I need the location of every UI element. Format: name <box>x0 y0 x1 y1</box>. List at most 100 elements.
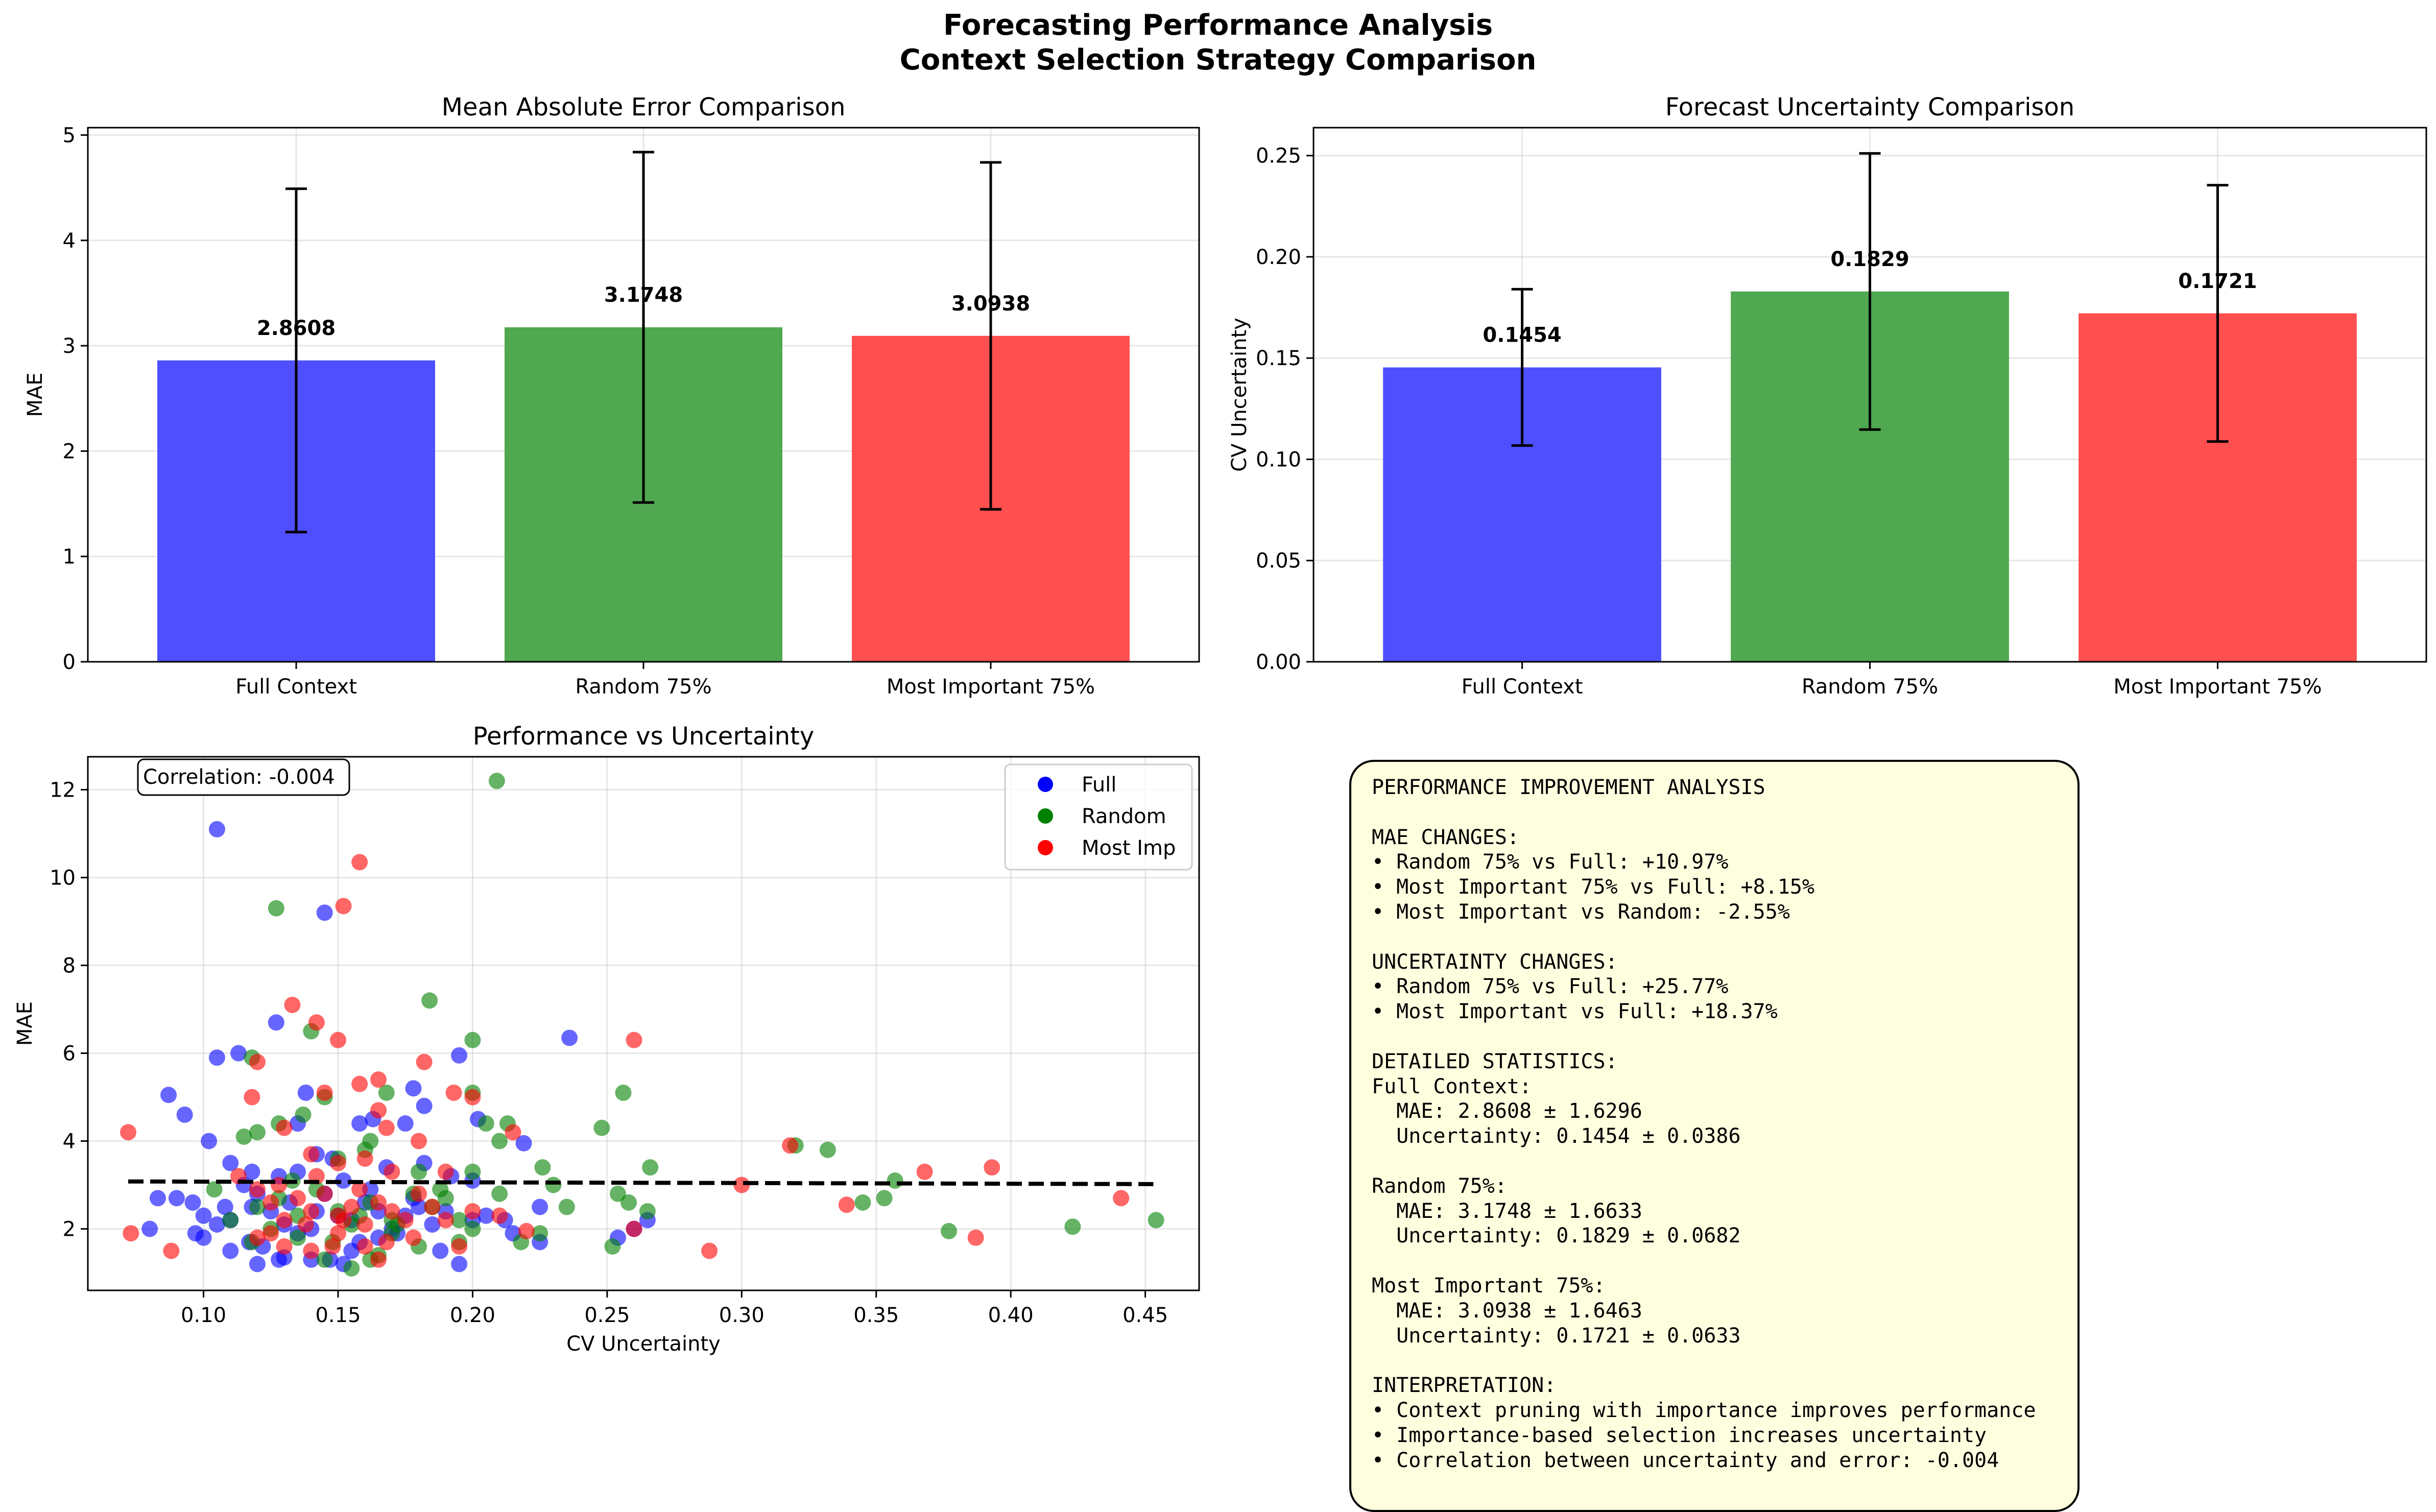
scatter-point <box>437 1212 454 1229</box>
scatter-point <box>295 1106 312 1123</box>
scatter-point <box>626 1220 642 1237</box>
x-tick-label: 0.15 <box>315 1304 361 1327</box>
bar-value-label-1: 3.1748 <box>604 283 683 307</box>
scatter-point <box>249 1053 266 1070</box>
scatter-point <box>515 1135 532 1151</box>
scatter-point <box>343 1198 360 1215</box>
scatter-point <box>464 1089 481 1106</box>
scatter-point <box>276 1212 293 1229</box>
y-tick-label: 0.10 <box>1256 448 1301 471</box>
scatter-point <box>276 1119 293 1136</box>
scatter-point <box>356 1216 373 1233</box>
scatter-point <box>335 898 352 915</box>
y-tick-label: 0.25 <box>1256 145 1301 168</box>
scatter-point <box>405 1229 422 1246</box>
bar-value-label-2: 3.0938 <box>951 292 1030 316</box>
scatter-point <box>176 1106 193 1123</box>
scatter-point <box>222 1212 239 1229</box>
scatter-point <box>416 1097 433 1114</box>
scatter-point <box>384 1163 400 1180</box>
scatter-point <box>351 854 368 871</box>
scatter-point <box>626 1031 642 1048</box>
y-axis-label: MAE <box>23 372 47 417</box>
scatter-point <box>168 1190 185 1207</box>
chart-title: Forecast Uncertainty Comparison <box>1665 93 2074 122</box>
bar-value-label-0: 2.8608 <box>257 317 336 340</box>
scatter-point <box>378 1119 395 1136</box>
legend-label: Full <box>1082 773 1116 797</box>
x-tick-label: 0.25 <box>584 1304 630 1327</box>
legend-label: Most Imp <box>1082 836 1176 860</box>
axes-frame <box>87 756 1200 1291</box>
scatter-point <box>642 1159 659 1176</box>
performance-analysis-text: PERFORMANCE IMPROVEMENT ANALYSIS MAE CHA… <box>1372 776 2036 1472</box>
scatter-point <box>303 1146 320 1163</box>
x-tick-label: Random 75% <box>1802 675 1938 699</box>
scatter-point <box>120 1124 137 1141</box>
y-tick-label: 4 <box>63 1130 76 1154</box>
scatter-point <box>324 1238 341 1255</box>
x-tick-label: 0.35 <box>853 1304 899 1327</box>
uncertainty-bar-chart: 0.1454 0.1829 0.1721 0.00 0.05 0.10 0.15 0.20 0.… <box>1228 93 2427 699</box>
scatter-point <box>208 1049 225 1066</box>
scatter-point <box>532 1225 548 1242</box>
x-tick-label: Most Important 75% <box>887 675 1095 699</box>
scatter-point <box>249 1181 266 1198</box>
scatter-point <box>276 1238 293 1255</box>
scatter-point <box>405 1080 422 1097</box>
legend-label: Random <box>1082 805 1166 828</box>
legend-frame <box>1004 763 1193 871</box>
scatter-point <box>316 1185 333 1202</box>
scatter-point <box>249 1229 266 1246</box>
performance-vs-uncertainty-scatter: 0.10 0.15 0.20 0.25 0.30 0.35 0.40 0.45 2 4 6 8 10 12… <box>13 722 1200 1356</box>
legend: Full Random Most Imp <box>1004 763 1193 871</box>
scatter-point <box>421 992 438 1009</box>
scatter-point <box>316 904 333 921</box>
scatter-point <box>370 1251 387 1268</box>
y-tick-label: 4 <box>63 229 76 253</box>
y-tick-label: 10 <box>50 867 76 890</box>
scatter-point <box>819 1141 836 1158</box>
scatter-point <box>464 1163 481 1180</box>
scatter-point <box>451 1238 468 1255</box>
scatter-point <box>329 1225 346 1242</box>
scatter-point <box>222 1155 239 1171</box>
y-axis-label: MAE <box>13 1001 37 1046</box>
scatter-point <box>329 1155 346 1171</box>
scatter-point <box>701 1242 718 1259</box>
y-tick-label: 2 <box>63 1218 76 1241</box>
trend-line <box>128 1179 1154 1186</box>
scatter-point <box>437 1163 454 1180</box>
scatter-point <box>615 1084 632 1101</box>
y-tick-label: 0.15 <box>1256 347 1301 370</box>
scatter-point <box>411 1163 427 1180</box>
scatter-point <box>149 1190 166 1207</box>
scatter-point <box>424 1198 441 1215</box>
y-tick-label: 6 <box>63 1042 76 1066</box>
scatter-point <box>491 1185 508 1202</box>
scatter-point <box>268 900 284 917</box>
scatter-point <box>123 1225 139 1242</box>
x-tick-label: Full Context <box>235 675 357 699</box>
scatter-point <box>206 1181 223 1198</box>
scatter-point <box>416 1053 433 1070</box>
scatter-point <box>491 1133 508 1149</box>
x-axis-label: CV Uncertainty <box>566 1332 721 1356</box>
scatter-point <box>249 1124 266 1141</box>
scatter-point <box>838 1196 855 1213</box>
scatter-point <box>343 1260 360 1277</box>
scatter-point <box>378 1234 395 1251</box>
x-tick-label: 0.20 <box>450 1304 495 1327</box>
x-tick-label: Full Context <box>1462 675 1583 699</box>
scatter-point <box>505 1124 521 1141</box>
scatter-point <box>316 1084 333 1101</box>
scatter-point <box>491 1207 508 1224</box>
scatter-point <box>303 1242 320 1259</box>
scatter-point <box>545 1177 562 1193</box>
scatter-point <box>262 1194 279 1211</box>
scatter-point <box>477 1115 494 1132</box>
chart-title: Performance vs Uncertainty <box>473 722 815 751</box>
scatter-point <box>432 1181 449 1198</box>
scatter-point <box>558 1198 575 1215</box>
